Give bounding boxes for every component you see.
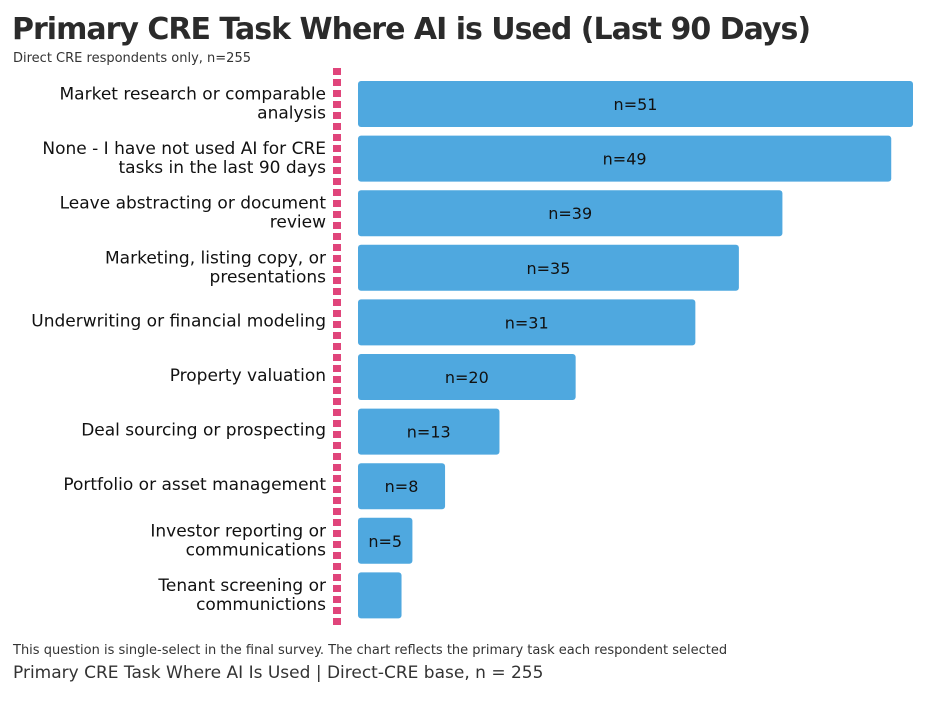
category-label: Investor reporting or communications bbox=[150, 521, 326, 560]
bar-data-label: n=49 bbox=[603, 150, 647, 169]
bar-data-label: n=31 bbox=[505, 313, 549, 332]
category-label: Tenant screening or communictions bbox=[157, 576, 326, 615]
category-label: Leave abstracting or document review bbox=[60, 194, 327, 233]
bar bbox=[358, 354, 576, 400]
chart-subtitle: Direct CRE respondents only, n=255 bbox=[13, 51, 251, 66]
bar bbox=[358, 463, 446, 510]
bar-data-label: n=51 bbox=[614, 95, 658, 114]
bar bbox=[358, 517, 413, 564]
bar-data-label: n=8 bbox=[385, 477, 419, 496]
bar bbox=[358, 572, 402, 619]
bar-data-label: n=20 bbox=[445, 368, 489, 387]
bar bbox=[358, 299, 696, 346]
category-label: Portfolio or asset management bbox=[63, 475, 326, 495]
footnote: This question is single-select in the fi… bbox=[13, 643, 728, 658]
category-label: Property valuation bbox=[170, 366, 326, 386]
bar-chart: n=51 Market research or comparable analysi… bbox=[31, 68, 913, 625]
bar-data-label: n=35 bbox=[526, 259, 570, 278]
bar bbox=[358, 408, 500, 455]
category-label: Market research or comparable analysis bbox=[60, 85, 327, 124]
chart-caption: Primary CRE Task Where AI Is Used | Dire… bbox=[13, 663, 544, 683]
bar-data-label: n=39 bbox=[548, 204, 592, 223]
bar-data-label: n=5 bbox=[368, 532, 402, 551]
category-label: Marketing, listing copy, or presentations bbox=[105, 248, 326, 287]
category-label: Deal sourcing or prospecting bbox=[81, 421, 326, 441]
bar bbox=[358, 190, 783, 237]
category-label: None - I have not used AI for CRE tasks i… bbox=[42, 139, 326, 178]
bar-data-label: n=13 bbox=[407, 423, 451, 442]
bar bbox=[358, 244, 739, 291]
category-label: Underwriting or financial modeling bbox=[31, 311, 326, 331]
bar bbox=[358, 135, 892, 182]
y-axis-dotted-line bbox=[333, 68, 341, 625]
bar bbox=[358, 81, 913, 127]
chart-title: Primary CRE Task Where AI is Used (Last … bbox=[12, 12, 811, 47]
